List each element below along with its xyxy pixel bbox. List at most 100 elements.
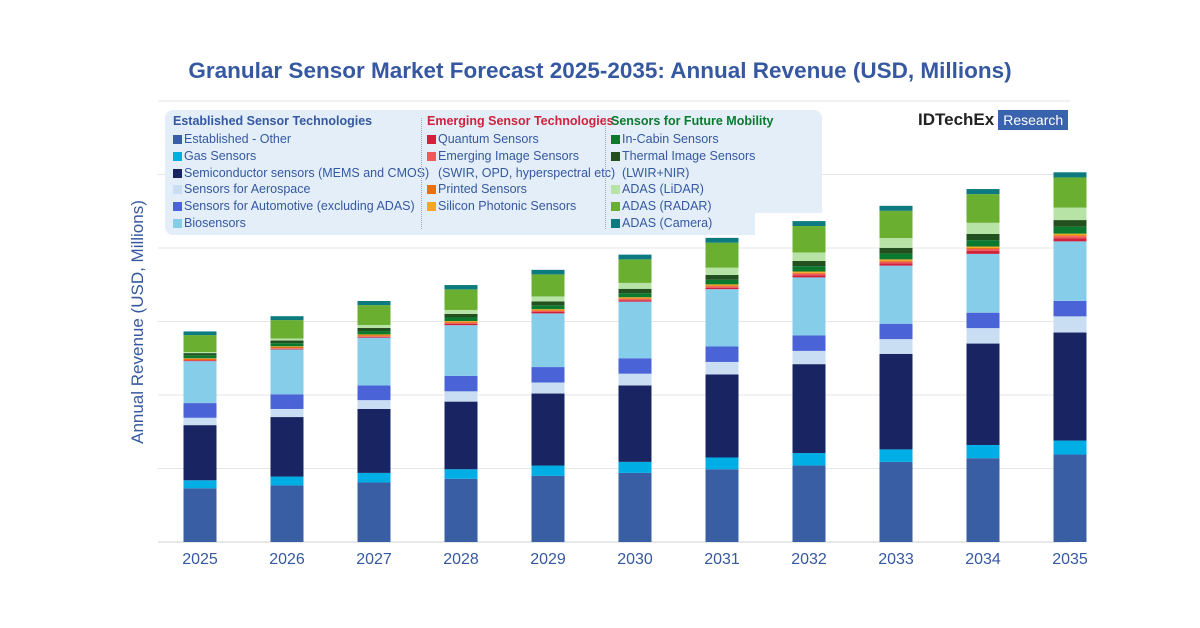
x-tick-label: 2025 [182, 551, 218, 568]
idtechex-logo: IDTechEx Research [918, 110, 1069, 130]
bar-segment-biosensors-2025 [183, 361, 217, 404]
bar-segment-semiconductor-sensors-mems-and-cmos--2025 [183, 425, 217, 481]
legend-item: ADAS (LiDAR) [611, 181, 822, 198]
legend-item: Semiconductor sensors (MEMS and CMOS) [173, 165, 429, 182]
bar-segment-in-cabin-sensors-2035 [1053, 226, 1087, 234]
bar-segment-adas-lidar--2033 [879, 238, 913, 248]
bar-segment-adas-radar--2035 [1053, 177, 1087, 208]
x-tick-label: 2032 [791, 551, 827, 568]
legend-item: In-Cabin Sensors [611, 131, 822, 148]
bar-segment-gas-sensors-2026 [270, 476, 304, 486]
bar-segment-emerging-image-sensors-swir-opd-hyperspectral-etc--2030 [618, 299, 652, 301]
bar-segment-sensors-for-aerospace-2035 [1053, 316, 1087, 333]
bar-segment-established-other-2026 [270, 485, 304, 542]
legend-group: Emerging Sensor Technologies Quantum Sens… [427, 114, 615, 215]
legend-label: Sensors for Automotive (excluding ADAS) [184, 199, 415, 214]
bar-segment-thermal-image-sensors-lwir-nir--2029 [531, 301, 565, 306]
legend-swatch [173, 151, 182, 161]
bar-segment-adas-camera--2035 [1053, 172, 1087, 178]
bar-segment-in-cabin-sensors-2033 [879, 253, 913, 260]
bar-segment-thermal-image-sensors-lwir-nir--2033 [879, 247, 913, 254]
bar-segment-gas-sensors-2025 [183, 480, 217, 489]
bar-segment-thermal-image-sensors-lwir-nir--2034 [966, 233, 1000, 241]
legend-group-title: Sensors for Future Mobility [611, 114, 774, 128]
bar-segment-sensors-for-automotive-excluding-adas--2032 [792, 335, 826, 351]
bar-segment-sensors-for-aerospace-2030 [618, 373, 652, 386]
bar-segment-established-other-2032 [792, 465, 826, 542]
legend-swatch [611, 202, 620, 212]
bar-segment-adas-radar--2032 [792, 226, 826, 253]
bar-segment-printed-sensors-2025 [183, 358, 217, 361]
legend: Established Sensor Technologies Establish… [165, 110, 822, 235]
bar-segment-printed-sensors-2033 [879, 260, 913, 262]
bar-segment-thermal-image-sensors-lwir-nir--2026 [270, 340, 304, 344]
bar-segment-quantum-sensors-2032 [792, 275, 826, 278]
bar-segment-semiconductor-sensors-mems-and-cmos--2030 [618, 385, 652, 462]
legend-item: Established - Other [173, 131, 429, 148]
bar-segment-printed-sensors-2028 [444, 321, 478, 323]
legend-swatch [173, 135, 182, 144]
bar-segment-gas-sensors-2030 [618, 461, 652, 473]
x-tick-label: 2033 [878, 551, 914, 568]
bar-segment-silicon-photonic-sensors-2032 [792, 271, 826, 273]
bar-segment-emerging-image-sensors-swir-opd-hyperspectral-etc--2027 [357, 336, 391, 337]
bar-segment-adas-camera--2028 [444, 285, 478, 290]
bar-segment-biosensors-2027 [357, 337, 391, 386]
bar-segment-adas-lidar--2031 [705, 267, 739, 275]
legend-label: Established - Other [184, 132, 291, 146]
bar-segment-in-cabin-sensors-2029 [531, 305, 565, 310]
legend-swatch [611, 185, 620, 195]
bar-segment-printed-sensors-2032 [792, 272, 826, 274]
bar-segment-semiconductor-sensors-mems-and-cmos--2027 [357, 408, 391, 473]
legend-swatch [427, 202, 436, 212]
legend-label: ADAS (RADAR) [622, 199, 712, 214]
bar-segment-semiconductor-sensors-mems-and-cmos--2034 [966, 343, 1000, 445]
bar-segment-adas-lidar--2034 [966, 222, 1000, 234]
bar-segment-silicon-photonic-sensors-2027 [357, 334, 391, 336]
bar-segment-adas-radar--2026 [270, 320, 304, 339]
bar-segment-sensors-for-aerospace-2033 [879, 339, 913, 354]
x-tick-label: 2030 [617, 551, 653, 568]
legend-group-title: Emerging Sensor Technologies [427, 114, 614, 128]
bar-segment-adas-radar--2030 [618, 259, 652, 283]
bar-segment-printed-sensors-2026 [270, 346, 304, 349]
bar-segment-semiconductor-sensors-mems-and-cmos--2035 [1053, 332, 1087, 441]
bar-segment-adas-camera--2029 [531, 269, 565, 275]
bar-segment-sensors-for-aerospace-2034 [966, 328, 1000, 344]
bar-segment-in-cabin-sensors-2028 [444, 317, 478, 322]
bar-segment-silicon-photonic-sensors-2035 [1053, 233, 1087, 236]
legend-item: Emerging Image Sensors (SWIR, OPD, hypers… [427, 148, 615, 182]
x-tick-label: 2029 [530, 551, 566, 568]
bar-segment-emerging-image-sensors-swir-opd-hyperspectral-etc--2035 [1053, 236, 1087, 239]
legend-item: ADAS (RADAR) [611, 198, 822, 215]
bar-segment-biosensors-2029 [531, 313, 565, 368]
x-tick-label: 2034 [965, 551, 1001, 568]
bar-segment-sensors-for-aerospace-2031 [705, 361, 739, 375]
bar-segment-established-other-2029 [531, 475, 565, 542]
bar-segment-quantum-sensors-2035 [1053, 238, 1087, 242]
bar-segment-biosensors-2032 [792, 277, 826, 336]
bar-segment-printed-sensors-2031 [705, 285, 739, 287]
legend-item: Printed Sensors [427, 181, 615, 198]
bar-segment-gas-sensors-2032 [792, 453, 826, 466]
bar-segment-semiconductor-sensors-mems-and-cmos--2026 [270, 417, 304, 477]
legend-group: Sensors for Future Mobility In-Cabin Sens… [611, 114, 822, 232]
bar-segment-biosensors-2034 [966, 253, 1000, 313]
bar-segment-thermal-image-sensors-lwir-nir--2032 [792, 261, 826, 267]
legend-label: Silicon Photonic Sensors [438, 199, 577, 214]
legend-group: Established Sensor Technologies Establish… [173, 114, 429, 232]
bar-segment-sensors-for-automotive-excluding-adas--2035 [1053, 300, 1087, 317]
bar-segment-adas-camera--2026 [270, 316, 304, 321]
bar-segment-quantum-sensors-2031 [705, 287, 739, 290]
bar-segment-gas-sensors-2029 [531, 465, 565, 476]
bar-segment-established-other-2027 [357, 482, 391, 542]
bar-segment-adas-camera--2031 [705, 237, 739, 243]
legend-swatch [611, 135, 620, 144]
logo-tag: Research [998, 110, 1069, 130]
legend-label: ADAS (LiDAR) [622, 182, 704, 197]
bar-segment-sensors-for-automotive-excluding-adas--2025 [183, 403, 217, 418]
legend-swatch [173, 202, 182, 212]
bar-segment-sensors-for-aerospace-2025 [183, 417, 217, 426]
